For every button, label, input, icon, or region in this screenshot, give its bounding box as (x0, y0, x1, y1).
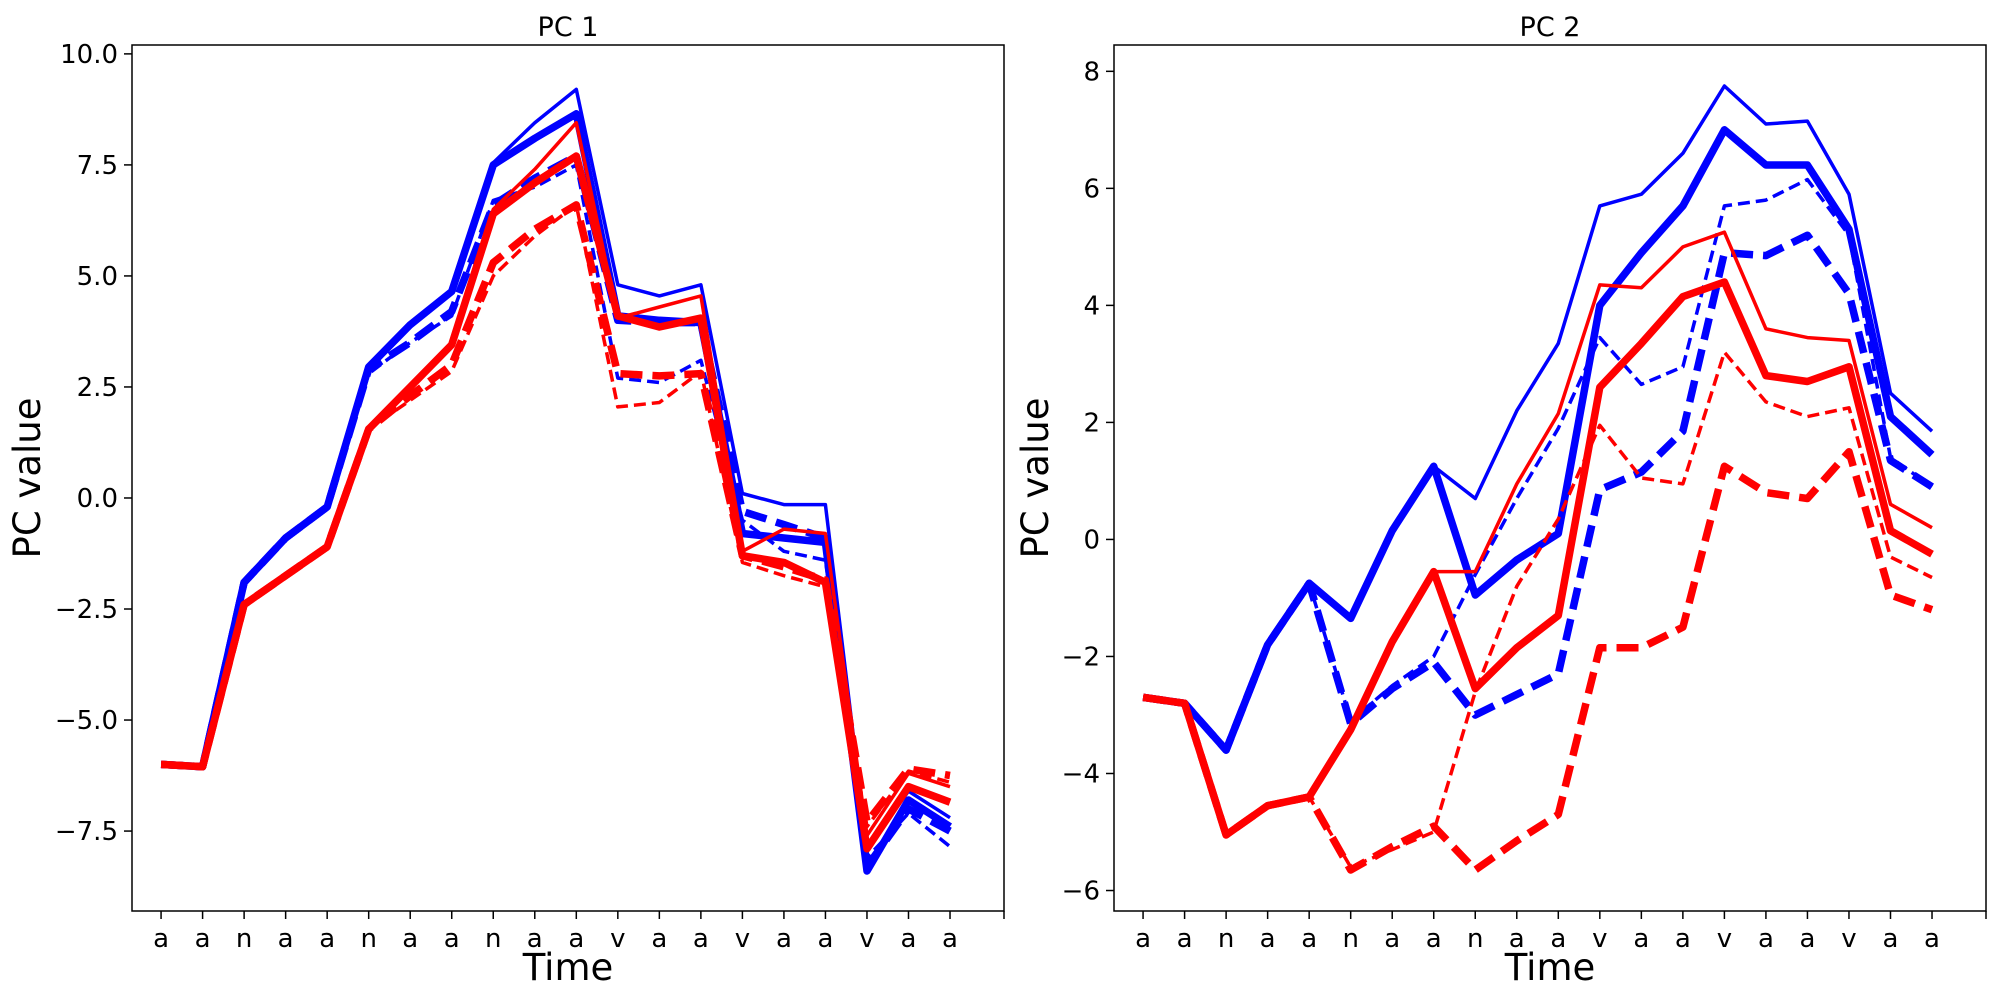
series-line-red-dashed-thin (161, 203, 951, 829)
y-tick-label: 7.5 (77, 151, 118, 181)
x-tick-label: a (693, 924, 709, 954)
x-tick-label: a (1301, 924, 1317, 954)
x-tick-label: v (1592, 924, 1607, 954)
series-line-blue-dashed-thick (1142, 231, 1935, 754)
x-tick-label: a (568, 924, 584, 954)
x-tick-label: n (1218, 924, 1234, 954)
series-layer (160, 87, 953, 875)
x-tick-label: a (651, 924, 667, 954)
y-tick-label: −2 (1062, 642, 1100, 672)
x-tick-label: a (776, 924, 792, 954)
x-axis-label: Time (522, 946, 614, 989)
y-tick-label: 4 (1083, 291, 1100, 321)
y-tick-label: 0 (1083, 525, 1100, 555)
x-tick-label: a (817, 924, 833, 954)
series-layer (1142, 84, 1935, 874)
x-tick-label: a (1799, 924, 1815, 954)
x-tick-label: a (1550, 924, 1566, 954)
x-tick-label: a (1260, 924, 1276, 954)
x-tick-label: n (1342, 924, 1358, 954)
series-line-red-solid-thick (160, 152, 952, 853)
x-tick-label: a (1384, 924, 1400, 954)
x-tick-label: a (942, 924, 958, 954)
series-line-red-solid-thin (161, 120, 951, 838)
x-tick-label: a (1509, 924, 1525, 954)
series-line-red-solid-thin (1142, 230, 1933, 837)
x-tick-label: n (1467, 924, 1483, 954)
series-line-blue-solid-thin (161, 87, 951, 851)
y-tick-label: 5.0 (77, 262, 118, 292)
y-tick-label: −6 (1062, 877, 1100, 907)
x-tick-label: v (1841, 924, 1856, 954)
plot-frame (1113, 44, 1987, 912)
x-tick-label: n (236, 924, 252, 954)
x-tick-label: a (153, 924, 169, 954)
x-tick-label: a (1135, 924, 1151, 954)
series-line-blue-dashed-thin (1142, 177, 1934, 752)
series-line-red-dashed-thick (1142, 447, 1934, 874)
series-line-blue-dashed-thin (161, 163, 952, 860)
x-tick-label: a (1426, 924, 1442, 954)
y-tick-label: 2 (1083, 408, 1100, 438)
series-line-blue-dashed-thick (160, 152, 952, 871)
y-tick-label: 6 (1083, 174, 1100, 204)
x-tick-label: a (444, 924, 460, 954)
x-tick-label: n (360, 924, 376, 954)
x-tick-label: a (195, 924, 211, 954)
x-tick-label: v (610, 924, 625, 954)
y-axis-label: PC value (1014, 398, 1057, 559)
chart-pc1: PC 1 PC value Time 10.0 7.5 5.0 2.5 0.0 −2.5 −… (6, 12, 1005, 989)
x-tick-label: n (485, 924, 501, 954)
y-tick-label: 2.5 (77, 373, 118, 403)
x-tick-label: a (1675, 924, 1691, 954)
x-tick-label: a (278, 924, 294, 954)
x-tick-label: a (1758, 924, 1774, 954)
x-axis-label: Time (1504, 946, 1596, 989)
y-tick-label: 0.0 (77, 484, 118, 514)
x-tick-label: a (1883, 924, 1899, 954)
x-tick-label: v (1717, 924, 1732, 954)
y-tick-label: −7.5 (55, 817, 118, 847)
tick-layer: 10.07.55.02.50.0−2.5−5.0−7.5a a n a a n a a n a a v… (55, 40, 1005, 954)
y-tick-label: −5.0 (55, 706, 118, 736)
x-tick-label: v (735, 924, 750, 954)
series-line-red-dashed-thin (1142, 350, 1933, 869)
y-tick-label: 8 (1083, 57, 1100, 87)
x-tick-label: a (527, 924, 543, 954)
x-tick-label: a (901, 924, 917, 954)
plot-frame (131, 44, 1005, 912)
y-tick-label: −4 (1062, 759, 1100, 789)
x-tick-label: v (859, 924, 874, 954)
x-tick-label: a (1177, 924, 1193, 954)
x-tick-label: a (1924, 924, 1940, 954)
chart-title: PC 1 (538, 12, 599, 43)
y-axis-label: PC value (6, 398, 49, 559)
chart-title: PC 2 (1520, 12, 1581, 43)
series-line-red-dashed-thick (160, 201, 951, 826)
series-line-blue-solid-thick (160, 110, 953, 875)
x-tick-label: a (1633, 924, 1649, 954)
y-tick-label: 10.0 (60, 40, 118, 70)
y-tick-label: −2.5 (55, 595, 118, 625)
series-line-red-solid-thick (1142, 278, 1934, 839)
x-tick-label: a (319, 924, 335, 954)
x-tick-label: a (402, 924, 418, 954)
